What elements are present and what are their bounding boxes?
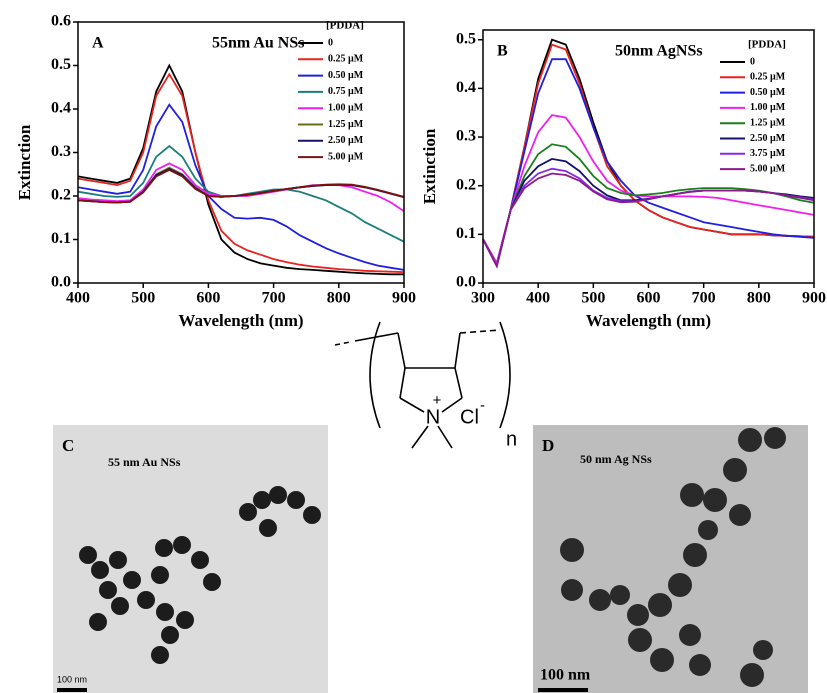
legend-label: 3.75 µM xyxy=(750,148,786,159)
scale-bar xyxy=(538,688,588,692)
x-tick-label: 900 xyxy=(392,290,416,307)
bond xyxy=(400,368,405,398)
legend-label: 2.50 µM xyxy=(328,135,364,146)
bond xyxy=(400,398,424,412)
series-line xyxy=(78,163,404,211)
y-tick-label: 0.5 xyxy=(51,56,71,73)
legend-label: 0.75 µM xyxy=(328,86,364,97)
x-tick-label: 700 xyxy=(262,290,286,307)
y-tick-label: 0.2 xyxy=(456,176,476,193)
y-axis-label: Extinction xyxy=(420,128,439,204)
image-caption: 50 nm Ag NSs xyxy=(580,452,652,466)
x-tick-label: 500 xyxy=(131,290,155,307)
bond xyxy=(335,342,350,345)
atom: N xyxy=(426,406,440,428)
figure: N + Cl - n C 55 nm Au NSs 100 nm D 50 nm… xyxy=(0,0,827,693)
chart-title: 50nm AgNSs xyxy=(615,43,703,60)
y-tick-label: 0.2 xyxy=(51,187,71,204)
y-tick-label: 0.3 xyxy=(51,143,71,160)
image-caption: 55 nm Au NSs xyxy=(108,455,181,469)
x-tick-label: 800 xyxy=(747,290,771,307)
counterion: Cl xyxy=(460,406,479,428)
y-axis-label: Extinction xyxy=(15,124,34,200)
chart-title: 55nm Au NSs xyxy=(212,35,304,52)
panel-label: A xyxy=(92,35,104,52)
series-line xyxy=(483,174,814,267)
x-tick-label: 900 xyxy=(802,290,826,307)
bond xyxy=(438,426,452,448)
panel-label: C xyxy=(62,436,74,455)
panel-label: B xyxy=(497,43,508,60)
counterion-charge: - xyxy=(480,397,485,414)
series-line xyxy=(483,159,814,266)
bond xyxy=(398,333,405,368)
x-tick-label: 300 xyxy=(471,290,495,307)
y-tick-label: 0.1 xyxy=(51,230,71,247)
legend-label: 1.25 µM xyxy=(750,117,786,128)
bracket xyxy=(500,322,510,428)
x-axis-label: Wavelength (nm) xyxy=(178,311,303,330)
y-tick-label: 0.3 xyxy=(456,128,476,145)
x-tick-label: 600 xyxy=(196,290,220,307)
x-tick-label: 400 xyxy=(526,290,550,307)
x-tick-label: 500 xyxy=(581,290,605,307)
bond xyxy=(455,333,460,368)
y-tick-label: 0.1 xyxy=(456,225,476,242)
x-axis-label: Wavelength (nm) xyxy=(586,311,711,330)
repeat-index: n xyxy=(506,428,517,450)
scale-label: 100 nm xyxy=(540,667,591,684)
legend-label: 0 xyxy=(750,56,755,67)
legend-label: 0 xyxy=(328,37,333,48)
legend-label: 5.00 µM xyxy=(328,151,364,162)
legend-label: 0.25 µM xyxy=(328,54,364,65)
y-tick-label: 0.4 xyxy=(51,100,71,117)
x-tick-label: 800 xyxy=(327,290,351,307)
legend-label: 1.00 µM xyxy=(750,102,786,113)
bond xyxy=(455,368,462,398)
y-tick-label: 0.0 xyxy=(51,274,71,291)
legend-label: 5.00 µM xyxy=(750,163,786,174)
scale-label: 100 nm xyxy=(57,674,87,684)
y-tick-label: 0.5 xyxy=(456,30,476,47)
legend-label: 1.00 µM xyxy=(328,102,364,113)
scale-bar xyxy=(57,688,87,692)
bond xyxy=(460,330,500,333)
y-tick-label: 0.4 xyxy=(456,79,476,96)
bond xyxy=(442,398,462,412)
bond xyxy=(412,426,428,448)
panel-label: D xyxy=(542,436,554,455)
legend-label: 1.25 µM xyxy=(328,119,364,130)
x-tick-label: 600 xyxy=(637,290,661,307)
x-tick-label: 400 xyxy=(66,290,90,307)
legend-label: 0.25 µM xyxy=(750,72,786,83)
legend-label: 0.50 µM xyxy=(328,70,364,81)
legend-label: 0.50 µM xyxy=(750,87,786,98)
legend-title: [PDDA] xyxy=(326,20,364,32)
y-tick-label: 0.0 xyxy=(456,274,476,291)
legend-label: 2.50 µM xyxy=(750,133,786,144)
y-tick-label: 0.6 xyxy=(51,13,71,30)
charge: + xyxy=(433,392,442,409)
x-tick-label: 700 xyxy=(692,290,716,307)
pdda-structure xyxy=(335,322,510,448)
legend-title: [PDDA] xyxy=(748,39,786,51)
